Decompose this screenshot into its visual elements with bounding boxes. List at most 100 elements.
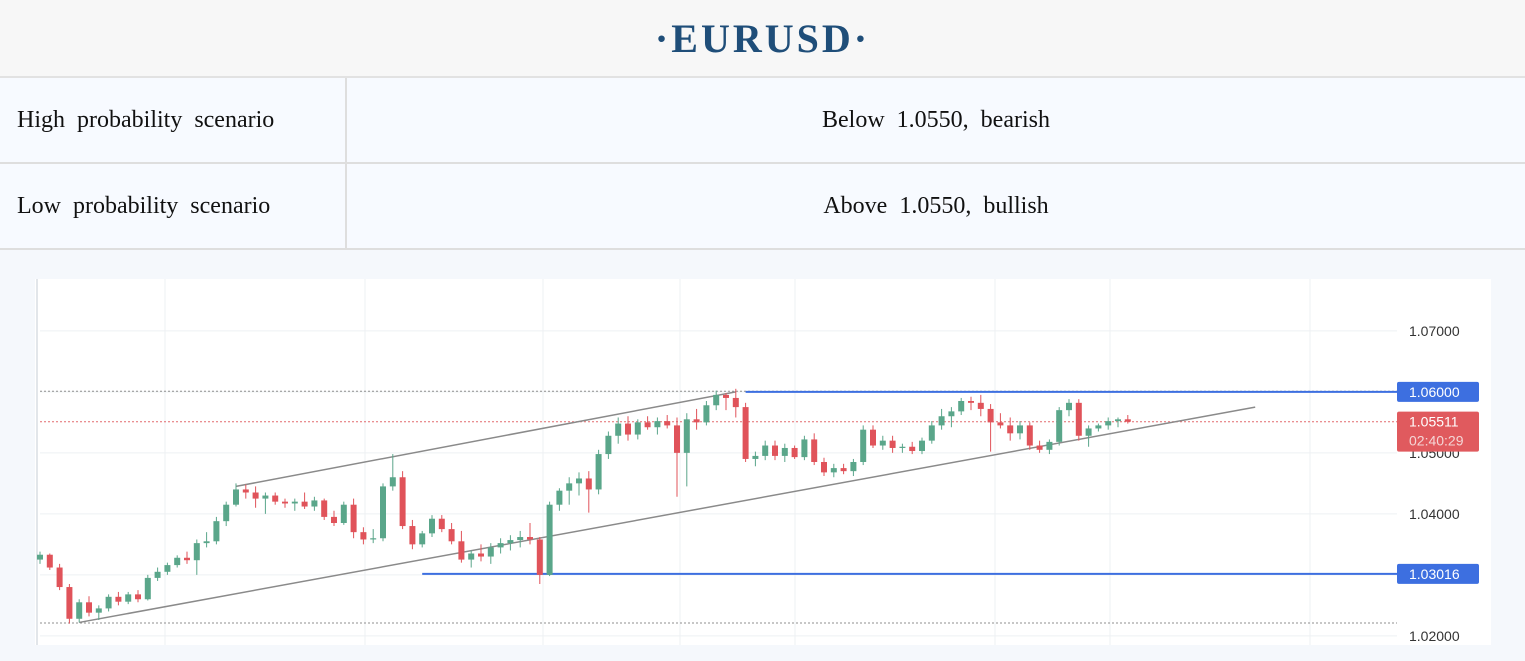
candle bbox=[46, 553, 53, 570]
current-price-label: 1.05511 bbox=[1409, 414, 1459, 430]
candle-body bbox=[703, 405, 710, 423]
candle-body bbox=[193, 543, 200, 561]
candle bbox=[958, 397, 965, 416]
candle bbox=[517, 530, 524, 548]
candle-body bbox=[1036, 445, 1043, 450]
candle-body bbox=[1066, 402, 1072, 411]
candle-body bbox=[811, 439, 818, 462]
candle-body bbox=[468, 553, 475, 560]
candle bbox=[203, 532, 210, 548]
candle-body bbox=[772, 445, 778, 456]
y-tick-label: 1.04000 bbox=[1409, 506, 1460, 522]
candle-body bbox=[1095, 425, 1102, 429]
candle bbox=[723, 393, 729, 411]
candle bbox=[762, 440, 769, 461]
candle bbox=[654, 417, 661, 435]
candle-body bbox=[801, 439, 808, 458]
candle-body bbox=[997, 422, 1004, 426]
candle bbox=[184, 551, 190, 564]
title-bar: ·EURUSD· bbox=[0, 0, 1525, 78]
candle-body bbox=[174, 557, 181, 566]
candle bbox=[321, 498, 328, 520]
candle bbox=[634, 419, 641, 440]
candle bbox=[399, 471, 406, 530]
candle-body bbox=[1075, 402, 1082, 436]
candle-body bbox=[909, 446, 916, 452]
candle bbox=[291, 498, 298, 511]
candle bbox=[144, 574, 151, 601]
candle-body bbox=[1105, 421, 1112, 426]
candle bbox=[262, 492, 269, 514]
candle bbox=[105, 594, 112, 612]
candle bbox=[791, 445, 798, 459]
candle-body bbox=[448, 529, 455, 542]
candle bbox=[1105, 417, 1112, 430]
candle bbox=[674, 417, 680, 497]
candle-body bbox=[752, 455, 759, 459]
candle-body bbox=[497, 543, 504, 548]
candle-body bbox=[644, 422, 651, 428]
candle bbox=[625, 416, 631, 441]
channel-upper-line bbox=[235, 391, 736, 488]
candle bbox=[1017, 421, 1023, 440]
candle bbox=[86, 596, 92, 617]
candle-body bbox=[223, 504, 230, 522]
scenario-label: High probability scenario bbox=[0, 78, 347, 162]
candle bbox=[997, 413, 1004, 429]
candle-body bbox=[478, 553, 484, 557]
candle-body bbox=[105, 596, 112, 609]
candle-body bbox=[821, 462, 827, 473]
candle-body bbox=[968, 401, 974, 403]
candle-body bbox=[791, 447, 798, 458]
candle bbox=[301, 492, 308, 509]
candle-body bbox=[321, 500, 328, 517]
candle bbox=[37, 551, 43, 564]
candle-body bbox=[144, 577, 151, 600]
candle-body bbox=[850, 462, 857, 472]
candle bbox=[546, 501, 553, 577]
candle-body bbox=[585, 478, 592, 490]
candle bbox=[497, 538, 504, 554]
candle bbox=[605, 431, 612, 459]
candle bbox=[419, 530, 426, 548]
candle bbox=[840, 463, 847, 475]
candle bbox=[1056, 407, 1063, 446]
candle bbox=[1085, 425, 1092, 447]
candle bbox=[282, 498, 288, 508]
candle bbox=[350, 498, 357, 539]
candle bbox=[811, 433, 818, 466]
candle bbox=[1115, 417, 1121, 428]
candle bbox=[987, 404, 994, 452]
candle bbox=[429, 515, 435, 538]
candle bbox=[536, 537, 543, 584]
scenario-value: Above 1.0550, bullish bbox=[823, 192, 1049, 219]
candle-body bbox=[1017, 425, 1023, 434]
candle bbox=[242, 484, 249, 499]
price-chart[interactable]: 1.07000 1.05000 1.04000 1.02000 1.06000 1.030… bbox=[35, 279, 1491, 645]
candle bbox=[56, 563, 63, 591]
candle bbox=[683, 413, 690, 487]
candle bbox=[919, 437, 925, 455]
candle-body bbox=[958, 401, 965, 412]
candle-body bbox=[282, 501, 288, 504]
candle bbox=[389, 454, 396, 491]
support-price-tag bbox=[1397, 563, 1479, 584]
candle-body bbox=[37, 554, 43, 560]
candle-body bbox=[66, 587, 73, 619]
candle-body bbox=[95, 608, 102, 613]
candle bbox=[66, 584, 73, 624]
candle-body bbox=[252, 492, 259, 499]
candle-body bbox=[625, 423, 631, 435]
candle bbox=[909, 441, 916, 455]
candle-body bbox=[370, 538, 377, 540]
candlestick-chart-svg[interactable]: 1.070001.050001.040001.020001.060001.030… bbox=[35, 279, 1491, 645]
candle bbox=[213, 516, 220, 545]
candle bbox=[850, 458, 857, 477]
candle-body bbox=[664, 421, 671, 426]
candle bbox=[889, 435, 896, 453]
candle-body bbox=[938, 416, 945, 426]
candle bbox=[233, 483, 239, 507]
candle bbox=[272, 492, 279, 505]
candle bbox=[164, 562, 171, 575]
candle-body bbox=[919, 440, 925, 452]
